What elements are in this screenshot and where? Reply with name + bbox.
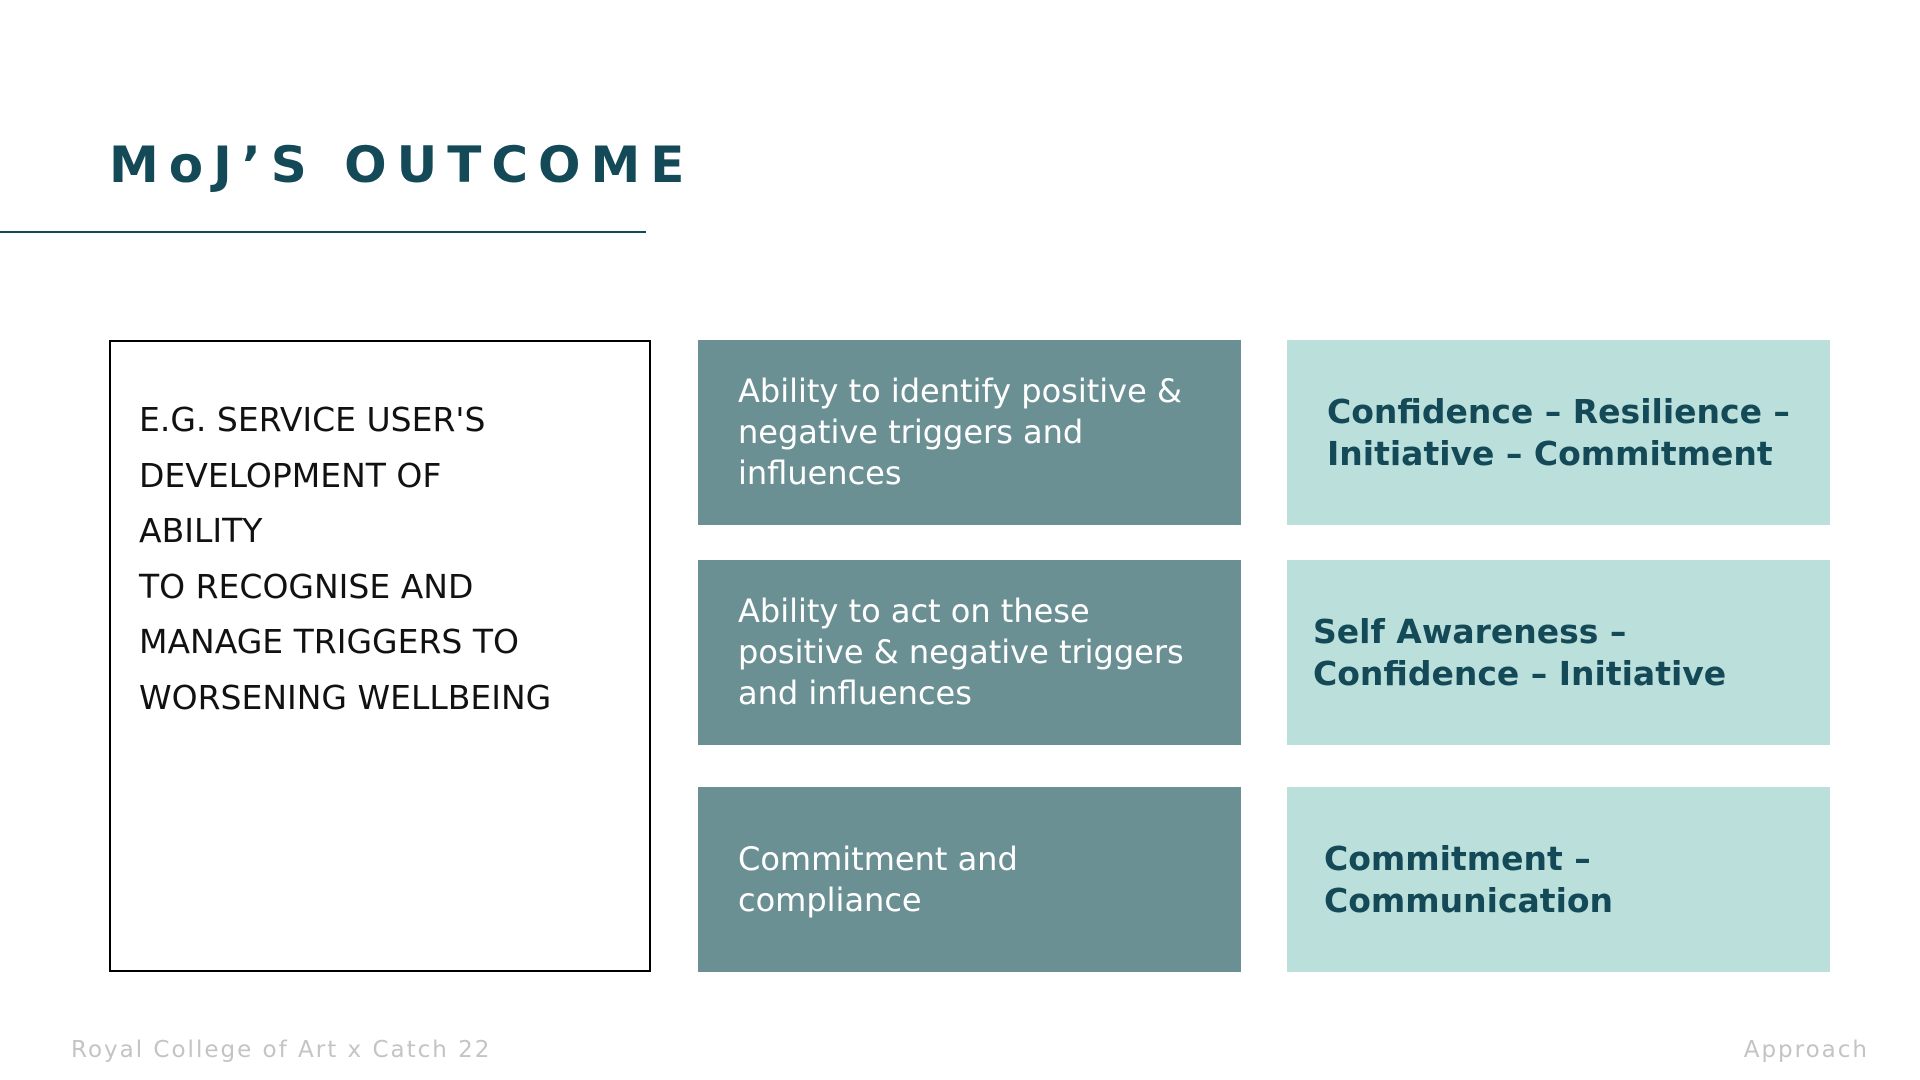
ability-card-commitment-compliance: Commitment and compliance	[698, 787, 1241, 972]
ability-card-act-on-triggers: Ability to act on these positive & negat…	[698, 560, 1241, 745]
outcome-box: E.G. SERVICE USER'S DEVELOPMENT OF ABILI…	[109, 340, 651, 972]
outcome-line: WORSENING WELLBEING	[139, 677, 552, 717]
skills-card-commitment-communication: Commitment – Communication	[1287, 787, 1830, 972]
ability-line: compliance	[738, 880, 922, 919]
ability-line: and influences	[738, 674, 972, 712]
skills-line: Commitment –	[1324, 838, 1591, 878]
skills-line: Confidence – Resilience –	[1327, 391, 1790, 431]
outcome-line: DEVELOPMENT OF	[139, 455, 442, 495]
footer-section-label: Approach	[1743, 1037, 1869, 1063]
skills-line: Initiative – Commitment	[1327, 433, 1773, 473]
ability-line: positive & negative triggers	[738, 633, 1184, 671]
ability-line: Ability to identify positive &	[738, 372, 1182, 410]
outcome-line: TO RECOGNISE AND	[139, 566, 474, 606]
footer-credit: Royal College of Art x Catch 22	[71, 1037, 492, 1063]
outcome-text: E.G. SERVICE USER'S DEVELOPMENT OF ABILI…	[139, 392, 639, 725]
skills-line: Confidence – Initiative	[1313, 653, 1727, 693]
slide-title: MoJ’S OUTCOME	[109, 136, 695, 194]
outcome-line: MANAGE TRIGGERS TO	[139, 622, 519, 661]
title-underline	[0, 231, 646, 233]
skills-line: Communication	[1324, 880, 1614, 920]
outcome-line: E.G. SERVICE USER'S	[139, 400, 486, 439]
ability-line: Commitment and	[738, 839, 1018, 878]
ability-card-identify-triggers: Ability to identify positive & negative …	[698, 340, 1241, 525]
outcome-line: ABILITY	[139, 511, 263, 550]
ability-line: influences	[738, 454, 902, 492]
ability-line: Ability to act on these	[738, 592, 1090, 630]
ability-line: negative triggers and	[738, 413, 1084, 451]
skills-card-self-awareness: Self Awareness – Confidence – Initiative	[1287, 560, 1830, 745]
skills-card-confidence-resilience: Confidence – Resilience – Initiative – C…	[1287, 340, 1830, 525]
skills-line: Self Awareness –	[1313, 611, 1627, 651]
